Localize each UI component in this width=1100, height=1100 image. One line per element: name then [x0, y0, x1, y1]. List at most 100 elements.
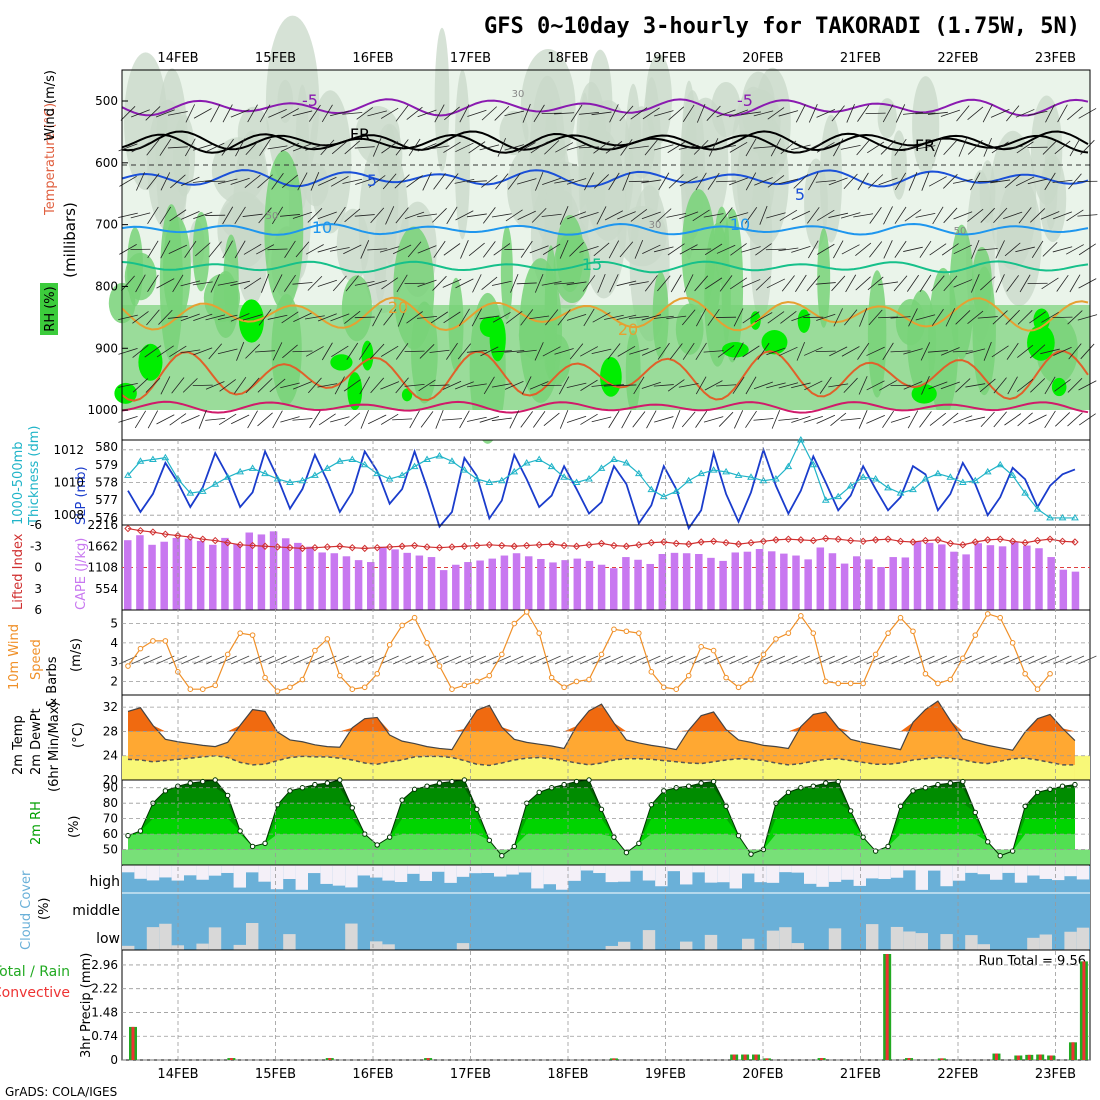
rh2m-label: 2m RH — [29, 801, 44, 845]
wind-barb — [682, 104, 695, 122]
wind-barb — [841, 244, 860, 255]
wind-barb — [217, 281, 238, 286]
thickness-point — [1008, 471, 1017, 478]
wind-barb — [382, 173, 397, 190]
rh2m-point — [860, 834, 866, 840]
rh-tick-label: 90 — [103, 781, 118, 795]
wind-barb — [180, 280, 201, 287]
wind-barb — [271, 173, 284, 190]
thickness-point — [634, 469, 643, 477]
wind-barb — [156, 278, 175, 289]
wind-barb — [516, 349, 537, 353]
rh2m-point — [411, 786, 418, 792]
wind-barb — [993, 377, 1007, 394]
thickness-point — [909, 485, 917, 493]
wind-barb — [281, 108, 299, 119]
cloud-high-gap — [655, 866, 668, 887]
rh2m-point — [661, 788, 667, 794]
wind10-barb — [903, 655, 923, 665]
li-point — [398, 542, 406, 550]
wind-barb — [343, 379, 361, 392]
wind-barb — [883, 240, 893, 259]
wind-barb — [579, 112, 600, 115]
rh2m-point — [436, 780, 443, 786]
cloud-low-gap — [122, 945, 135, 950]
rh2m-point — [586, 777, 592, 783]
cape-bar — [524, 556, 533, 610]
cape-bar — [549, 562, 557, 610]
li-point — [597, 539, 606, 548]
wind-barb — [1052, 246, 1073, 253]
wind10-point — [486, 672, 493, 679]
date-axis-top: 14FEB 15FEB 16FEB 17FEB 18FEB 19FEB 20FEB 21FEB… — [157, 51, 1076, 66]
wind-barb — [840, 144, 861, 150]
wind-barb — [566, 144, 587, 151]
temp2m-label-3: (6hr Min/Max) — [47, 702, 62, 792]
wind-barb — [880, 140, 896, 155]
wind-barb — [244, 174, 261, 188]
date-label-bottom: 17FEB — [450, 1067, 491, 1082]
wind10-barb — [181, 655, 200, 665]
rh2m-point — [486, 837, 493, 843]
thickness-tick-label: 576 — [95, 511, 118, 525]
wind-barb — [205, 142, 225, 152]
li-point — [523, 541, 531, 550]
wind-barb — [941, 243, 959, 256]
wind-barb — [791, 245, 811, 253]
rh-shade-mid — [380, 124, 399, 265]
wind-barb — [458, 308, 470, 327]
thickness-point — [385, 474, 394, 482]
wind10-point — [636, 630, 642, 636]
wind-barb — [979, 378, 996, 393]
rh-shade-green — [518, 310, 556, 361]
wind-barb — [741, 246, 761, 253]
wind-barb — [654, 144, 674, 151]
wind-barb — [510, 273, 519, 293]
wind-barb — [869, 207, 882, 224]
rh2m-point — [499, 853, 505, 859]
li-point — [1071, 538, 1079, 546]
wind-barb — [531, 207, 547, 223]
rh2m-point — [312, 781, 318, 788]
li-point — [498, 541, 506, 550]
rh-shade-green — [448, 277, 464, 372]
precip-conv-bar — [754, 1054, 758, 1060]
rh-shade-green — [203, 274, 241, 323]
isotherms — [121, 98, 1089, 414]
rh2m-point — [686, 783, 692, 789]
wind-barb — [1006, 105, 1020, 122]
wind-barb — [729, 141, 748, 153]
wind-barb — [317, 279, 337, 287]
cloud-high-gap — [518, 866, 532, 873]
wind-barb — [990, 108, 1010, 118]
thickness-point — [410, 462, 419, 470]
wind-barb — [566, 281, 587, 286]
thickness-point — [610, 455, 618, 462]
wind-barb — [344, 412, 361, 427]
contour-label: 10 — [730, 215, 750, 234]
wind-barb — [244, 277, 262, 290]
wind-barb — [815, 282, 836, 285]
wind10-barb — [667, 655, 686, 665]
date-label-top: 22FEB — [937, 51, 978, 66]
wind10-point — [860, 680, 866, 687]
wind-barb — [882, 410, 894, 428]
precip-tick-label: 0.74 — [91, 1029, 118, 1043]
wind10-point — [287, 684, 293, 691]
rh-tick-label: 50 — [103, 843, 118, 857]
wind-barb — [653, 384, 674, 387]
wind-barb — [169, 209, 187, 222]
wind-barb — [145, 106, 161, 121]
wind10-point — [561, 684, 567, 691]
wind-barb — [657, 275, 671, 292]
li-point — [1033, 536, 1042, 545]
wind-barb — [417, 109, 437, 118]
precip-conv-bar — [765, 1058, 769, 1060]
wind10-point — [548, 674, 555, 681]
rh2m-point — [200, 778, 206, 785]
wind-barb — [407, 241, 422, 258]
thickness-point — [323, 464, 332, 471]
thickness-point — [248, 464, 257, 471]
wind-barb — [344, 310, 361, 324]
upper-wind-barbs — [118, 103, 1098, 429]
